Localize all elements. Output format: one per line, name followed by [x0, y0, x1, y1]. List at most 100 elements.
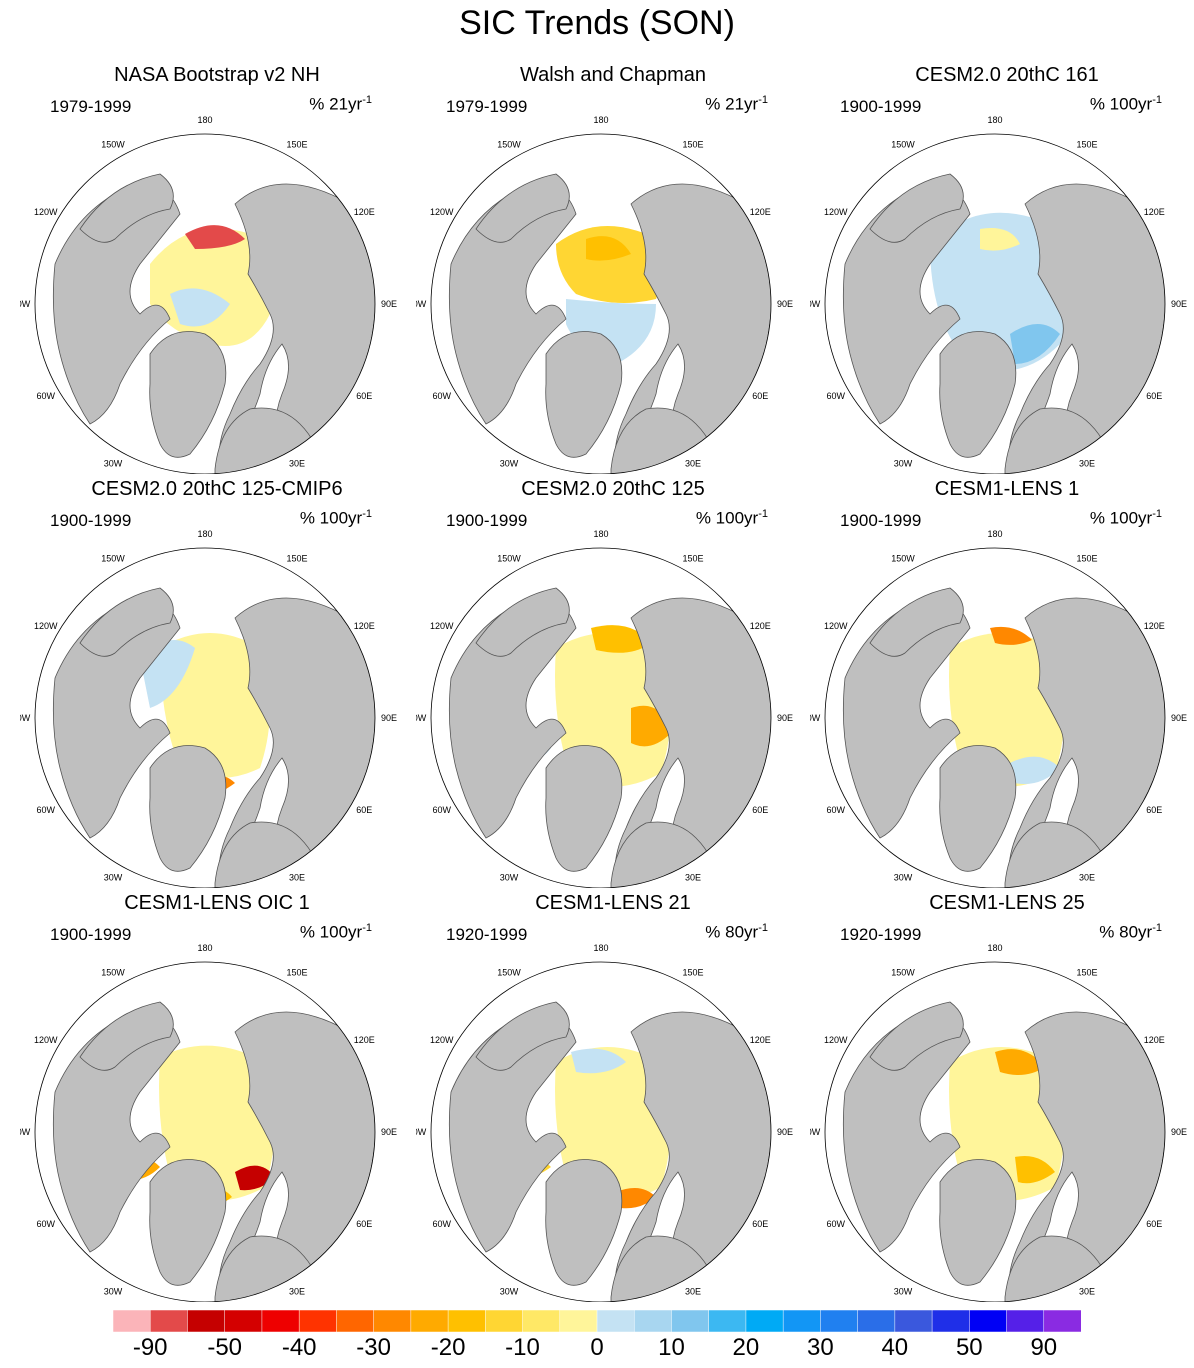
colorbar-swatch	[485, 1310, 524, 1332]
panel-title: CESM1-LENS 21	[535, 892, 691, 914]
map-panel: 180150E120E90E60E30E030W60W90W120W150WWa…	[416, 64, 810, 474]
period-label: 1900-1999	[840, 97, 922, 116]
map-panel: 180150E120E90E60E30E030W60W90W120W150WCE…	[416, 478, 810, 888]
colorbar-label: -10	[505, 1334, 540, 1361]
sea-ice-trend-area	[170, 288, 230, 327]
longitude-label: 90W	[416, 299, 427, 309]
units-label: % 21yr-1	[705, 94, 768, 114]
longitude-label: 60E	[752, 805, 768, 815]
longitude-label: 90W	[20, 299, 31, 309]
longitude-label: 180	[197, 115, 212, 125]
colorbar-swatch	[113, 1310, 151, 1332]
sea-ice-trend-area	[556, 226, 662, 303]
map-panel: 180150E120E90E60E30E030W60W90W120W150W CE…	[20, 478, 414, 888]
units-label: % 21yr-1	[309, 94, 372, 114]
map-boundary	[430, 547, 772, 888]
longitude-label: 120W	[34, 207, 58, 217]
colorbar-label: -40	[281, 1334, 317, 1361]
polar-map: 180150E120E90E60E30E030W60W90W120W150W	[20, 529, 397, 888]
polar-map: 180150E120E90E60E30E030W60W90W120W150W	[416, 943, 793, 1302]
landmass	[149, 331, 227, 458]
longitude-label: 90W	[810, 1127, 821, 1137]
panel-title: CESM2.0 20thC 161	[915, 64, 1099, 86]
landmass	[475, 1001, 570, 1071]
landmass	[869, 173, 964, 243]
units-label: % 100yr-1	[695, 508, 768, 528]
colorbar-label: 50	[955, 1334, 983, 1361]
map-boundary	[34, 961, 376, 1302]
colorbar-swatch	[298, 1310, 337, 1332]
map-panel: 180150E120E90E60E30E030W60W90W120W150WNA…	[20, 64, 414, 474]
map-boundary	[824, 133, 1166, 474]
longitude-label: 180	[197, 529, 212, 539]
map-boundary	[430, 133, 772, 474]
longitude-label: 150W	[101, 140, 125, 150]
longitude-label: 90E	[381, 713, 397, 723]
longitude-label: 60W	[826, 1219, 845, 1229]
map-panel: 180150E120E90E60E30E030W60W90W120W150WCE…	[810, 892, 1194, 1302]
longitude-label: 120E	[750, 1035, 771, 1045]
colorbar-swatch	[522, 1310, 561, 1332]
longitude-label: 150E	[1076, 968, 1097, 978]
period-label: 1900-1999	[50, 511, 132, 530]
landmass	[614, 1011, 771, 1302]
longitude-label: 120E	[750, 207, 771, 217]
colorbar-swatch	[931, 1310, 970, 1332]
colorbar-swatch	[1043, 1310, 1081, 1332]
landmass	[149, 1159, 227, 1286]
longitude-label: 60E	[356, 391, 372, 401]
landmass	[939, 1159, 1017, 1286]
units-label: % 100yr-1	[1089, 508, 1162, 528]
units-label: % 80yr-1	[1099, 922, 1162, 942]
longitude-label: 60W	[826, 805, 845, 815]
longitude-label: 120W	[430, 1035, 454, 1045]
colorbar-label: 90	[1030, 1334, 1058, 1361]
landmass	[218, 1011, 375, 1302]
longitude-label: 90E	[381, 1127, 397, 1137]
colorbar-label: -50	[207, 1334, 243, 1361]
sea-ice-trend-area	[1015, 1156, 1055, 1184]
landmass	[79, 1001, 174, 1071]
longitude-label: 120W	[34, 621, 58, 631]
longitude-label: 30E	[685, 872, 701, 882]
units-label: % 100yr-1	[299, 922, 372, 942]
landmass	[545, 745, 623, 872]
longitude-label: 30E	[685, 458, 701, 468]
panel-title: CESM1-LENS OIC 1	[124, 892, 310, 914]
panel-title: NASA Bootstrap v2 NH	[114, 64, 320, 86]
longitude-label: 60E	[1146, 805, 1162, 815]
colorbar-label: 0	[590, 1334, 604, 1361]
panel-title: CESM2.0 20thC 125-CMIP6	[91, 478, 343, 500]
longitude-label: 150E	[286, 140, 307, 150]
polar-map: 180150E120E90E60E30E030W60W90W120W150W	[20, 943, 397, 1302]
period-label: 1900-1999	[446, 511, 528, 530]
colorbar-label: 20	[732, 1334, 760, 1361]
longitude-label: 30E	[289, 458, 305, 468]
colorbar-swatch	[559, 1310, 598, 1332]
map-boundary	[824, 547, 1166, 888]
colorbar-swatch	[708, 1310, 747, 1332]
period-label: 1900-1999	[50, 925, 132, 944]
longitude-label: 30W	[500, 458, 519, 468]
colorbar-swatch	[373, 1310, 412, 1332]
sea-ice-trend-area	[995, 1049, 1045, 1076]
colorbar-label: 40	[881, 1334, 909, 1361]
longitude-label: 90E	[1171, 1127, 1187, 1137]
longitude-label: 90W	[810, 713, 821, 723]
landmass	[939, 745, 1017, 872]
colorbar-swatch	[149, 1310, 189, 1332]
panel-title: CESM2.0 20thC 125	[521, 478, 705, 500]
sea-ice-trend-area	[616, 1188, 656, 1209]
longitude-label: 30W	[104, 458, 123, 468]
longitude-label: 120W	[34, 1035, 58, 1045]
colorbar-swatch	[1006, 1310, 1045, 1332]
longitude-label: 30W	[894, 872, 913, 882]
sea-ice-trend-area	[586, 236, 631, 261]
longitude-label: 150E	[1076, 554, 1097, 564]
longitude-label: 120E	[1144, 621, 1165, 631]
polar-map: 180150E120E90E60E30E030W60W90W120W150W	[20, 115, 397, 474]
longitude-label: 60W	[36, 805, 55, 815]
longitude-label: 150E	[682, 554, 703, 564]
colorbar-label: 30	[807, 1334, 834, 1361]
landmass	[939, 331, 1017, 458]
